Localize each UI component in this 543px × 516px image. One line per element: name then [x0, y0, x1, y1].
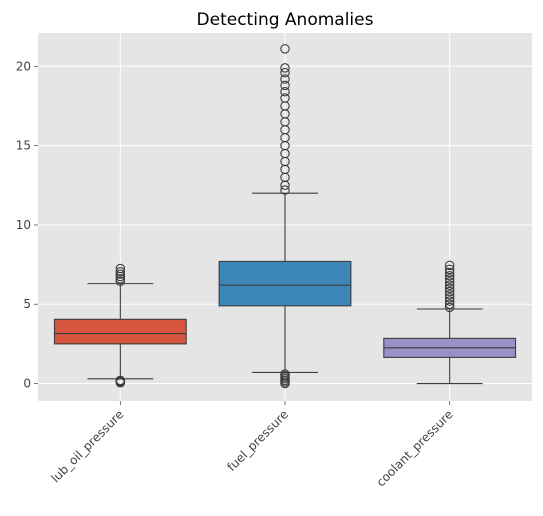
outlier-point [444, 299, 455, 309]
outlier-point [280, 93, 290, 103]
chart-title: Detecting Anomalies [197, 10, 374, 30]
y-axis-ticks: 0 5 10 15 20 [16, 59, 38, 391]
outlier-point [444, 264, 455, 275]
iqr-box [218, 260, 352, 307]
y-tick-label: 0 [23, 377, 31, 391]
box-lub_oil_pressure [53, 263, 187, 388]
outlier-point [444, 286, 455, 297]
x-tick-label: fuel_pressure [224, 407, 291, 474]
outlier-point [280, 44, 290, 54]
outlier-point [444, 283, 455, 294]
outlier-point [444, 280, 455, 290]
outlier-point [115, 274, 126, 284]
outlier-point [280, 86, 290, 97]
iqr-box [53, 318, 187, 345]
outlier-point [280, 67, 290, 78]
outlier-point [280, 369, 290, 379]
outlier-point [444, 267, 455, 278]
y-tick-label: 10 [16, 218, 31, 232]
outlier-point [115, 266, 126, 277]
outlier-point [280, 185, 290, 195]
outlier-point [444, 274, 455, 284]
outlier-point [444, 296, 455, 306]
y-tick-label: 5 [23, 297, 31, 311]
outlier-point [444, 270, 455, 281]
outlier-point [444, 293, 455, 303]
outlier-point [444, 277, 455, 287]
y-tick-label: 20 [16, 59, 31, 73]
outlier-point [280, 74, 290, 84]
box-fuel_pressure [218, 44, 352, 389]
outlier-point [115, 263, 126, 274]
outlier-point [444, 289, 455, 300]
outlier-point [444, 302, 455, 313]
outlier-point [115, 269, 126, 279]
x-tick-label: coolant_pressure [374, 407, 456, 489]
outlier-point [115, 375, 126, 386]
boxes [53, 44, 517, 389]
outlier-point [444, 260, 455, 271]
x-axis-ticks: lub_oil_pressure fuel_pressure coolant_pre… [48, 401, 456, 489]
box-coolant_pressure [383, 260, 517, 385]
outlier-point [280, 80, 290, 91]
outlier-point [115, 276, 126, 286]
x-tick-label: lub_oil_pressure [48, 407, 126, 485]
y-tick-label: 15 [16, 139, 31, 153]
outlier-point [280, 63, 290, 73]
